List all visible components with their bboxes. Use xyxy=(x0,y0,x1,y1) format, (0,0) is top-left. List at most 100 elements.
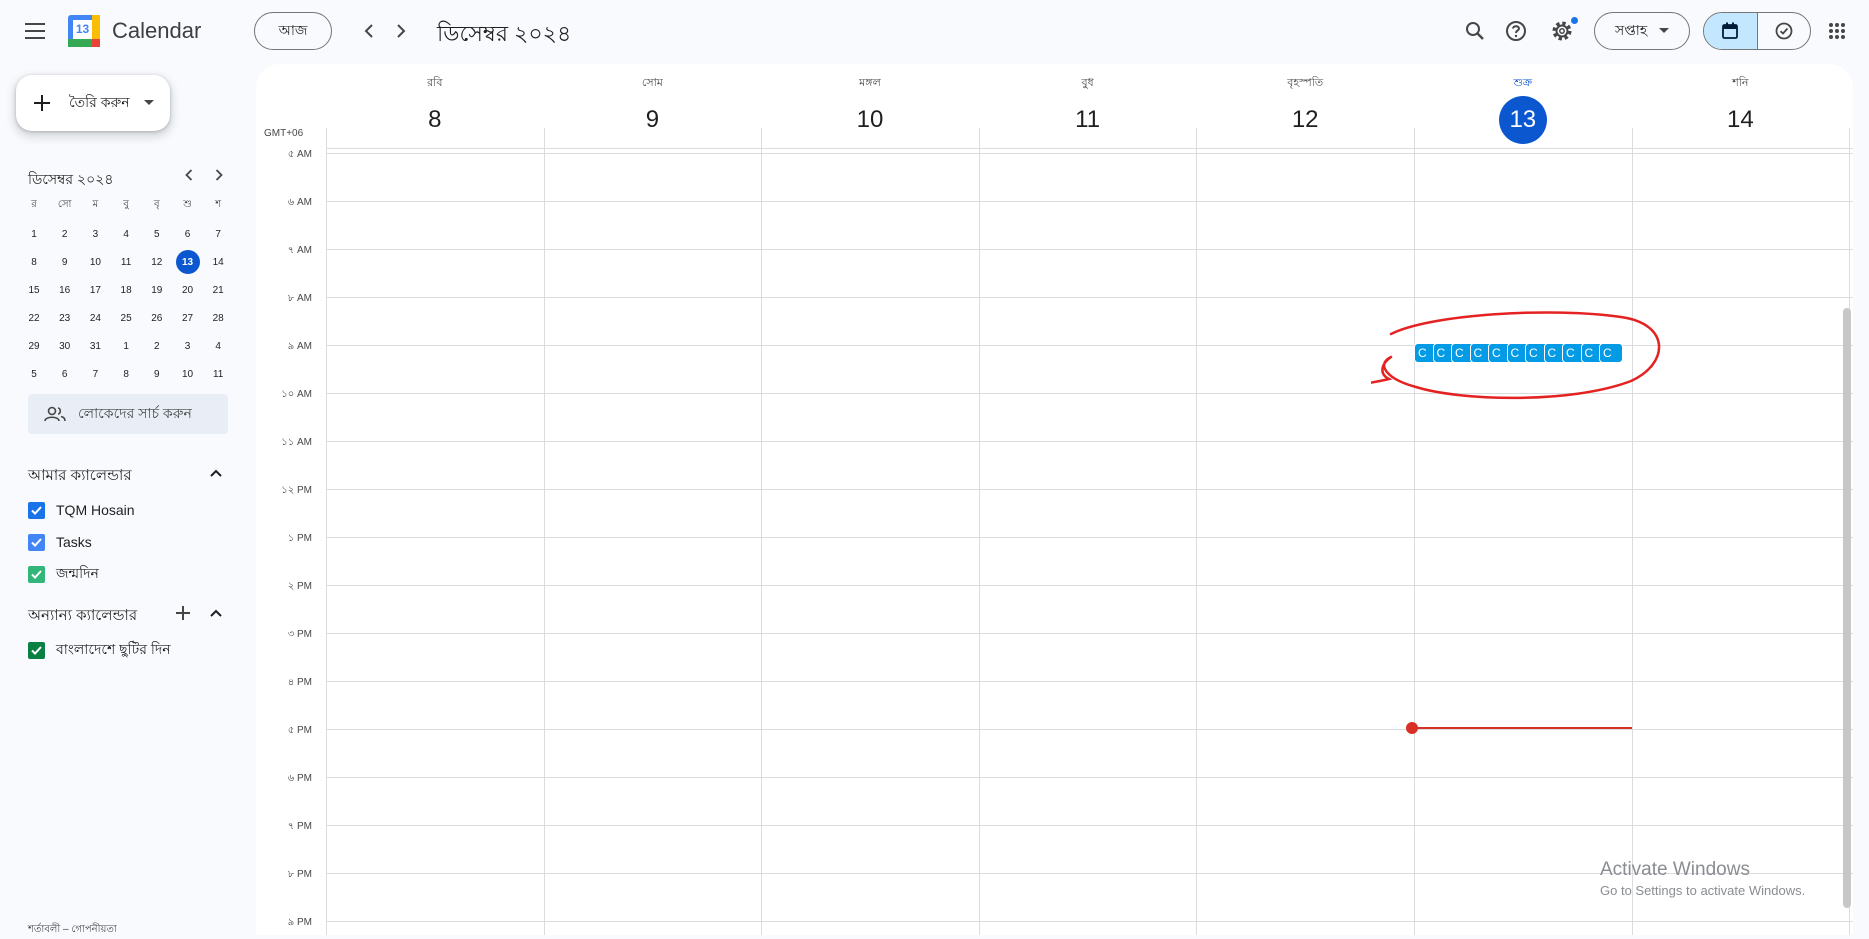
mini-calendar-day[interactable]: 4 xyxy=(215,340,221,352)
mini-calendar-day[interactable]: 15 xyxy=(28,284,40,296)
checkbox-icon[interactable] xyxy=(28,501,45,519)
mini-calendar-day[interactable]: 19 xyxy=(151,284,163,296)
create-button[interactable]: তৈরি করুন xyxy=(16,75,170,131)
mini-calendar-day[interactable]: 28 xyxy=(212,312,224,324)
day-header[interactable]: শুক্র 13 xyxy=(1414,64,1632,148)
checkbox-icon[interactable] xyxy=(28,533,45,551)
mini-calendar-next-button[interactable] xyxy=(206,162,232,188)
mini-weekday-label: শু xyxy=(183,198,192,210)
mini-calendar-day[interactable]: 5 xyxy=(31,368,37,380)
plus-icon xyxy=(34,95,50,111)
calendar-logo[interactable]: 13 xyxy=(68,15,100,47)
mini-calendar-day[interactable]: 31 xyxy=(89,340,101,352)
mini-calendar-previous-button[interactable] xyxy=(176,162,202,188)
mini-calendar-day[interactable]: 12 xyxy=(151,256,163,268)
tasks-view-icon xyxy=(1775,22,1793,40)
mini-calendar-day[interactable]: 23 xyxy=(59,312,71,324)
main-menu-button[interactable] xyxy=(16,11,56,51)
mini-calendar-day[interactable]: 24 xyxy=(89,312,101,324)
day-name: বৃহস্পতি xyxy=(1287,77,1324,89)
tasks-view-button[interactable] xyxy=(1756,13,1811,49)
other-calendars-collapse-button[interactable] xyxy=(201,600,231,626)
mini-calendar-day[interactable]: 2 xyxy=(61,228,68,240)
day-header[interactable]: সোম 9 xyxy=(544,64,762,148)
mini-calendar-day[interactable]: 20 xyxy=(181,284,194,296)
mini-calendar-day[interactable]: 8 xyxy=(31,256,37,268)
hour-label: ১০ AM xyxy=(281,389,312,400)
day-number[interactable]: 10 xyxy=(856,106,884,133)
day-number[interactable]: 8 xyxy=(428,106,442,133)
day-number[interactable]: 14 xyxy=(1727,106,1754,133)
day-header[interactable]: রবি 8 xyxy=(326,64,544,148)
day-number[interactable]: 11 xyxy=(1075,106,1101,133)
day-number[interactable]: 12 xyxy=(1291,106,1319,133)
calendar-name: Tasks xyxy=(56,534,92,550)
mini-calendar-day[interactable]: 17 xyxy=(89,284,101,296)
day-number[interactable]: 13 xyxy=(1498,96,1547,144)
mini-calendar-day[interactable]: 6 xyxy=(61,368,68,380)
mini-calendar-day[interactable]: 22 xyxy=(28,312,40,324)
mini-calendar-day[interactable]: 7 xyxy=(215,228,221,240)
day-number[interactable]: 9 xyxy=(645,106,660,133)
my-calendars-title[interactable]: আমার ক্যালেন্ডার xyxy=(28,467,132,484)
mini-calendar-day[interactable]: 25 xyxy=(120,312,132,324)
hour-gridline xyxy=(326,201,1853,202)
mini-calendar-day[interactable]: 29 xyxy=(28,340,40,352)
mini-calendar-day[interactable]: 4 xyxy=(123,228,129,240)
today-button[interactable]: আজ xyxy=(254,12,332,50)
calendar-list-item[interactable]: TQM Hosain xyxy=(28,498,135,522)
mini-calendar-day[interactable]: 1 xyxy=(31,228,37,240)
mini-calendar-day[interactable]: 9 xyxy=(154,368,160,380)
mini-calendar-day[interactable]: 21 xyxy=(212,284,224,296)
day-header[interactable]: বুধ 11 xyxy=(979,64,1197,148)
mini-calendar-day[interactable]: 11 xyxy=(212,368,224,380)
view-selector-button[interactable]: সপ্তাহ xyxy=(1594,12,1690,50)
mini-calendar-day[interactable]: 2 xyxy=(154,340,160,352)
checkbox-icon[interactable] xyxy=(28,641,45,659)
settings-button[interactable] xyxy=(1542,11,1582,51)
mini-calendar-day[interactable]: 16 xyxy=(59,284,71,296)
mini-calendar-day[interactable]: 3 xyxy=(92,228,99,240)
day-name: রবি xyxy=(427,77,443,89)
day-header[interactable]: মঙ্গল 10 xyxy=(761,64,979,148)
people-search-input[interactable]: লোকেদের সার্চ করুন xyxy=(28,394,228,434)
calendar-list-item[interactable]: Tasks xyxy=(28,530,92,554)
mini-calendar-day[interactable]: 11 xyxy=(120,256,132,268)
mini-calendar-day[interactable]: 3 xyxy=(184,340,191,352)
calendar-view-button[interactable] xyxy=(1704,13,1757,49)
mini-weekday-label: র xyxy=(31,198,37,210)
mini-calendar-day[interactable]: 8 xyxy=(123,368,129,380)
mini-calendar-day[interactable]: 27 xyxy=(181,312,194,324)
add-other-calendar-button[interactable] xyxy=(168,600,198,626)
mini-calendar-day[interactable]: 1 xyxy=(123,340,129,352)
mini-calendar-day[interactable]: 7 xyxy=(92,368,99,380)
mini-calendar-day[interactable]: 10 xyxy=(89,256,101,268)
my-calendars-collapse-button[interactable] xyxy=(201,460,231,486)
grid-scrollbar[interactable] xyxy=(1843,308,1851,908)
google-apps-button[interactable] xyxy=(1817,11,1857,51)
other-calendars-title[interactable]: অন্যান্য ক্যালেন্ডার xyxy=(28,607,138,624)
checkbox-icon[interactable] xyxy=(28,565,45,583)
mini-calendar-day[interactable]: 18 xyxy=(120,284,132,296)
mini-calendar-day[interactable]: 30 xyxy=(59,340,71,352)
mini-calendar-day[interactable]: 5 xyxy=(154,228,160,240)
mini-calendar-day[interactable]: 6 xyxy=(184,228,191,240)
app-name[interactable]: Calendar xyxy=(112,18,202,43)
previous-week-button[interactable] xyxy=(349,11,389,51)
next-week-button[interactable] xyxy=(381,11,421,51)
mini-calendar-day[interactable]: 9 xyxy=(61,256,68,268)
calendar-list-item[interactable]: জন্মদিন xyxy=(28,562,99,586)
day-header[interactable]: শনি 14 xyxy=(1632,64,1850,148)
help-button[interactable] xyxy=(1496,11,1536,51)
search-button[interactable] xyxy=(1455,11,1495,51)
calendar-list-item[interactable]: বাংলাদেশে ছুটির দিন xyxy=(28,638,171,662)
header-divider xyxy=(326,148,1853,149)
terms-privacy-link[interactable]: শর্তাবলী – গোপনীয়তা xyxy=(28,924,117,935)
mini-calendar-day[interactable]: 10 xyxy=(181,368,194,380)
mini-calendar-day[interactable]: 13 xyxy=(175,250,200,274)
mini-calendar-day[interactable]: 26 xyxy=(151,312,163,324)
event-chip[interactable]: C xyxy=(1599,343,1623,363)
day-column-divider xyxy=(1631,128,1633,935)
mini-calendar-day[interactable]: 14 xyxy=(212,256,224,268)
day-header[interactable]: বৃহস্পতি 12 xyxy=(1196,64,1414,148)
